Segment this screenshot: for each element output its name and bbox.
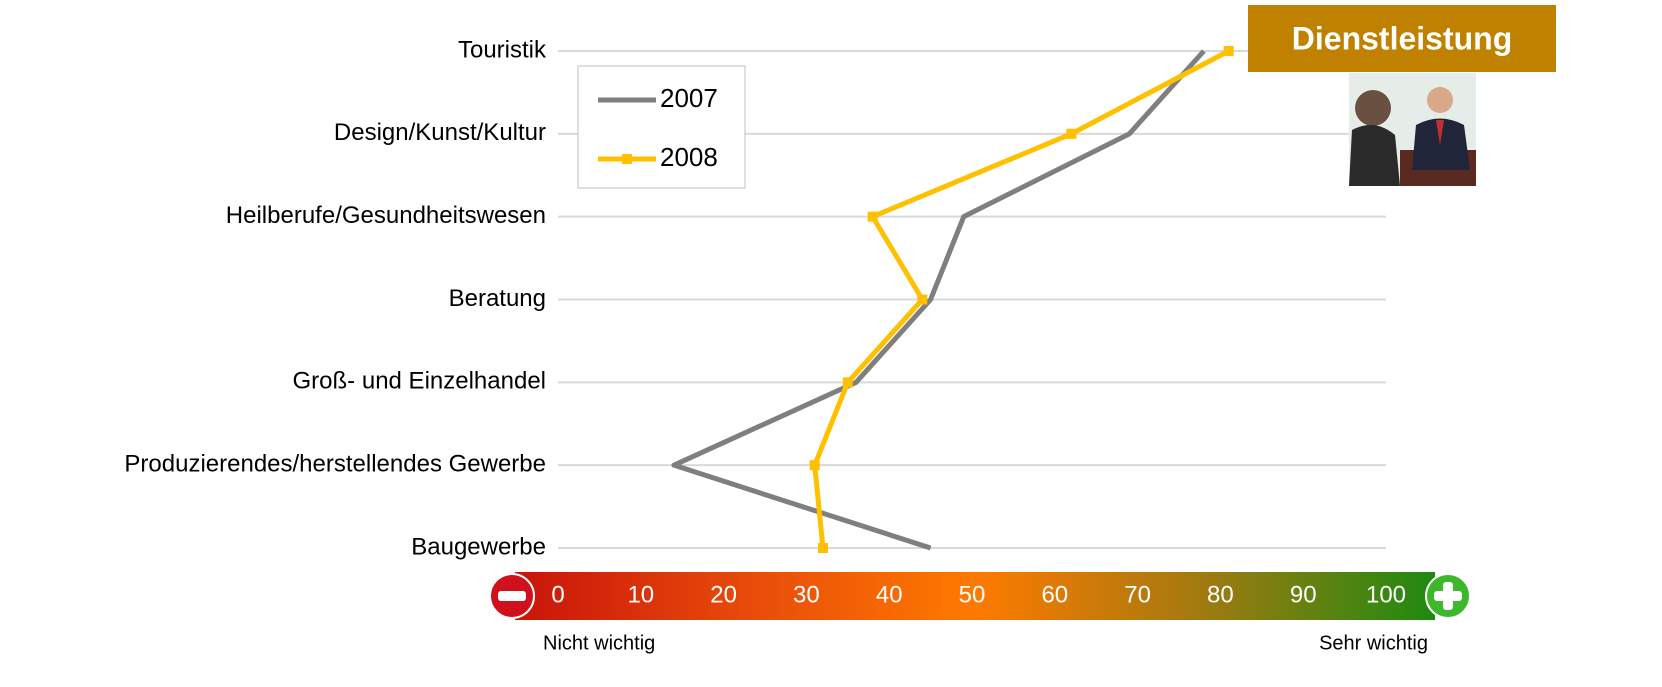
x-tick-label: 0 bbox=[551, 581, 564, 608]
photo bbox=[1349, 73, 1476, 186]
y-tick-label: Heilberufe/Gesundheitswesen bbox=[226, 202, 546, 229]
legend-box bbox=[577, 65, 746, 189]
marker bbox=[1066, 128, 1077, 139]
y-tick-label: Design/Kunst/Kultur bbox=[334, 119, 546, 146]
badge bbox=[1248, 5, 1556, 72]
marker bbox=[809, 460, 820, 471]
high-label: Sehr wichtig bbox=[1319, 632, 1428, 654]
y-tick-label: Produzierendes/herstellendes Gewerbe bbox=[124, 451, 546, 478]
y-tick-label: Touristik bbox=[458, 36, 547, 63]
x-tick-label: 30 bbox=[793, 581, 820, 608]
marker bbox=[1223, 46, 1234, 56]
series-line bbox=[671, 49, 1206, 551]
x-tick-label: 70 bbox=[1124, 581, 1151, 608]
scale-bar bbox=[515, 572, 1435, 620]
y-tick-label: Beratung bbox=[449, 285, 546, 312]
x-tick-label: 20 bbox=[710, 581, 737, 608]
low-label: Nicht wichtig bbox=[543, 632, 655, 654]
marker bbox=[842, 377, 853, 388]
minus-icon bbox=[489, 573, 535, 619]
plus-icon bbox=[1425, 573, 1471, 619]
legend-marker bbox=[622, 154, 632, 164]
x-tick-label: 80 bbox=[1207, 581, 1234, 608]
y-tick-label: Groß- und Einzelhandel bbox=[293, 368, 546, 395]
marker bbox=[817, 543, 828, 553]
x-tick-label: 50 bbox=[959, 581, 986, 608]
marker bbox=[917, 294, 928, 305]
legend-label: 2008 bbox=[660, 142, 718, 172]
legend-label: 2007 bbox=[660, 83, 718, 113]
badge-text: Dienstleistung bbox=[1292, 20, 1512, 56]
x-tick-label: 90 bbox=[1290, 581, 1317, 608]
marker bbox=[867, 211, 878, 222]
x-tick-label: 40 bbox=[876, 581, 903, 608]
x-tick-label: 10 bbox=[627, 581, 654, 608]
y-tick-label: Baugewerbe bbox=[411, 533, 546, 560]
x-tick-label: 60 bbox=[1041, 581, 1068, 608]
x-tick-label: 100 bbox=[1366, 581, 1406, 608]
